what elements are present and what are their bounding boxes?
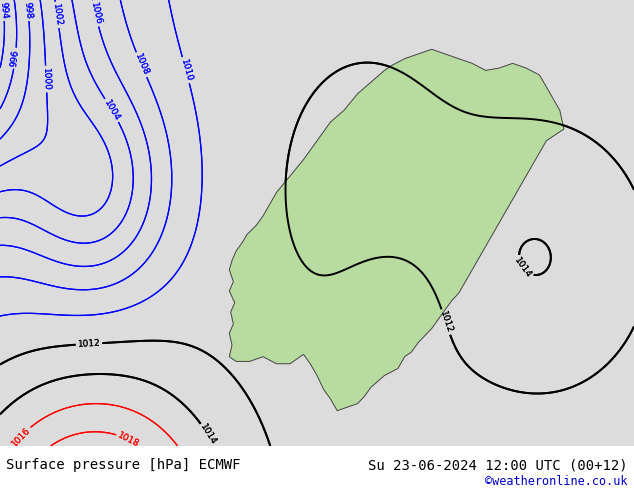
Text: 1002: 1002 [51,3,63,27]
Text: 1018: 1018 [117,431,141,449]
Text: 1014: 1014 [198,423,218,447]
Text: 1012: 1012 [438,310,454,334]
Text: Surface pressure [hPa] ECMWF: Surface pressure [hPa] ECMWF [6,458,241,472]
Text: 1010: 1010 [179,58,193,82]
Text: 1016: 1016 [10,425,32,448]
Text: Su 23-06-2024 12:00 UTC (00+12): Su 23-06-2024 12:00 UTC (00+12) [368,458,628,472]
Text: 1000: 1000 [41,67,51,91]
Text: 1014: 1014 [198,423,218,447]
Text: 1016: 1016 [10,425,32,448]
Text: 998: 998 [23,1,34,20]
Text: 1004: 1004 [102,98,122,122]
Text: 1014: 1014 [512,256,533,279]
Text: 1002: 1002 [51,3,63,27]
Text: 1008: 1008 [133,52,150,77]
Text: 1012: 1012 [77,339,101,349]
Text: 998: 998 [23,1,34,20]
Text: 994: 994 [0,1,9,20]
Text: 1014: 1014 [512,256,533,279]
Text: 996: 996 [10,49,21,67]
Text: 1006: 1006 [89,1,103,25]
Text: 996: 996 [10,49,21,67]
Text: 1004: 1004 [102,98,122,122]
Text: 1010: 1010 [179,58,193,82]
Text: 1012: 1012 [77,339,101,349]
Text: 994: 994 [0,1,9,20]
Text: 1012: 1012 [438,310,454,334]
Polygon shape [230,49,564,411]
Text: 1018: 1018 [117,431,141,449]
Text: ©weatheronline.co.uk: ©weatheronline.co.uk [485,475,628,488]
Text: 1000: 1000 [41,67,51,91]
Text: 1006: 1006 [89,1,103,25]
Text: 1008: 1008 [133,52,150,77]
